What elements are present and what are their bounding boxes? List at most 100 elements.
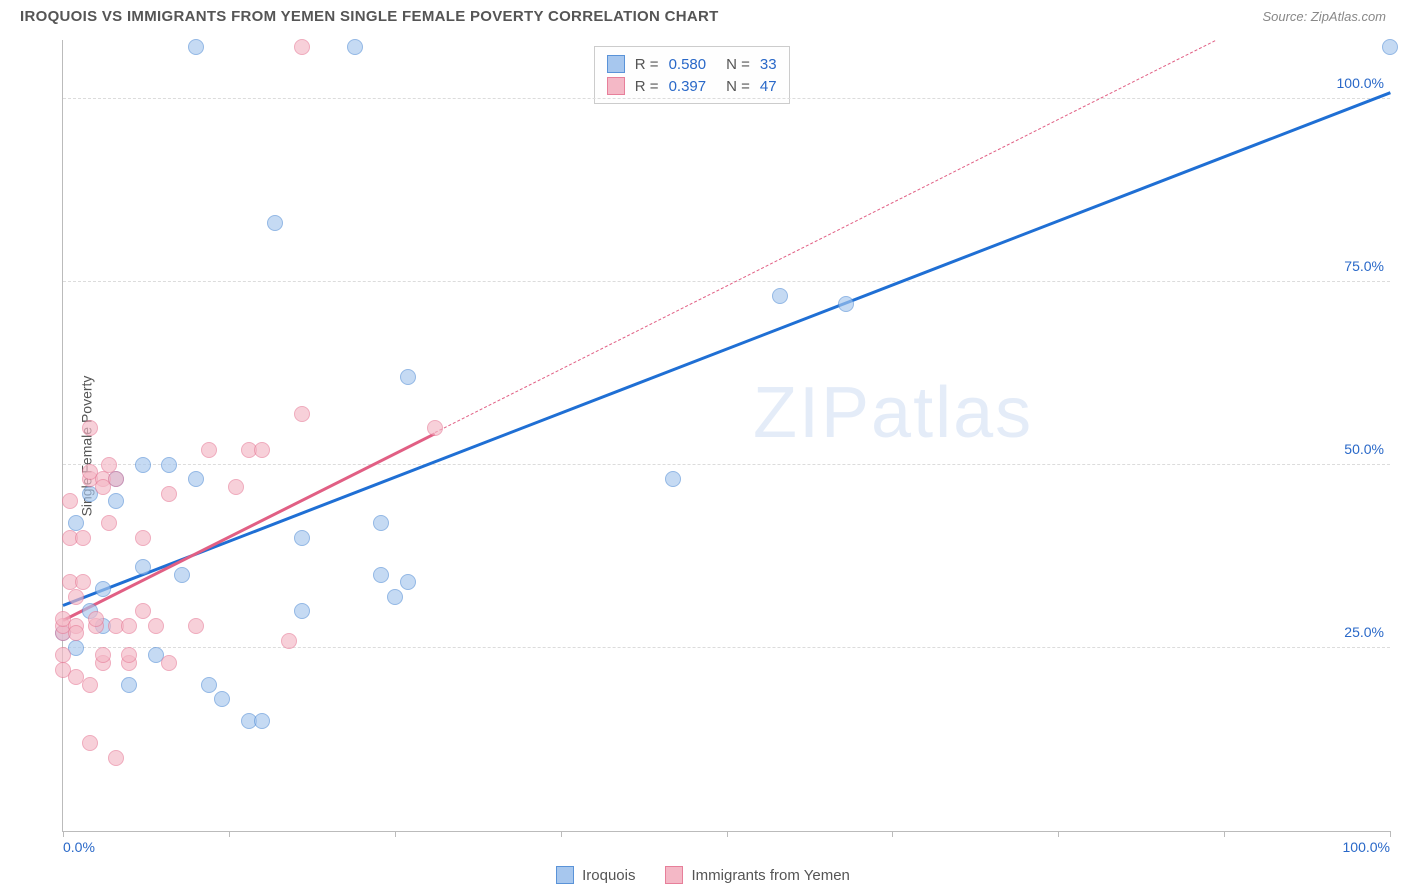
chart-area: Single Female Poverty ZIPatlas R =0.580N… bbox=[20, 40, 1390, 852]
chart-title: IROQUOIS VS IMMIGRANTS FROM YEMEN SINGLE… bbox=[20, 8, 719, 25]
data-point bbox=[161, 486, 177, 502]
data-point bbox=[82, 677, 98, 693]
watermark: ZIPatlas bbox=[753, 372, 1033, 454]
gridline bbox=[63, 647, 1390, 648]
x-tick bbox=[1058, 831, 1059, 837]
data-point bbox=[68, 515, 84, 531]
x-tick-label: 100.0% bbox=[1343, 839, 1390, 855]
data-point bbox=[281, 633, 297, 649]
n-value: 33 bbox=[760, 56, 777, 73]
watermark-light: atlas bbox=[871, 373, 1033, 453]
data-point bbox=[88, 611, 104, 627]
data-point bbox=[82, 735, 98, 751]
data-point bbox=[254, 442, 270, 458]
data-point bbox=[82, 420, 98, 436]
r-value: 0.580 bbox=[669, 56, 707, 73]
data-point bbox=[55, 647, 71, 663]
data-point bbox=[108, 750, 124, 766]
source-attribution: Source: ZipAtlas.com bbox=[1262, 9, 1386, 24]
gridline bbox=[63, 98, 1390, 99]
data-point bbox=[400, 574, 416, 590]
data-point bbox=[1382, 39, 1398, 55]
watermark-bold: ZIP bbox=[753, 373, 871, 453]
data-point bbox=[294, 39, 310, 55]
data-point bbox=[148, 618, 164, 634]
x-tick bbox=[1224, 831, 1225, 837]
x-tick-label: 0.0% bbox=[63, 839, 95, 855]
data-point bbox=[188, 39, 204, 55]
data-point bbox=[267, 215, 283, 231]
legend-swatch bbox=[607, 77, 625, 95]
data-point bbox=[75, 574, 91, 590]
regression-line bbox=[434, 40, 1215, 433]
data-point bbox=[665, 471, 681, 487]
data-point bbox=[201, 442, 217, 458]
series-legend: Iroquois Immigrants from Yemen bbox=[0, 866, 1406, 884]
data-point bbox=[294, 603, 310, 619]
data-point bbox=[427, 420, 443, 436]
data-point bbox=[214, 691, 230, 707]
data-point bbox=[121, 677, 137, 693]
data-point bbox=[68, 589, 84, 605]
x-tick bbox=[892, 831, 893, 837]
data-point bbox=[121, 647, 137, 663]
data-point bbox=[400, 369, 416, 385]
data-point bbox=[294, 406, 310, 422]
data-point bbox=[108, 471, 124, 487]
legend-item: Iroquois bbox=[556, 866, 635, 884]
n-value: 47 bbox=[760, 78, 777, 95]
data-point bbox=[228, 479, 244, 495]
legend-swatch bbox=[607, 55, 625, 73]
y-tick-label: 25.0% bbox=[1344, 624, 1384, 640]
regression-line bbox=[62, 91, 1390, 606]
data-point bbox=[373, 567, 389, 583]
data-point bbox=[201, 677, 217, 693]
data-point bbox=[135, 530, 151, 546]
data-point bbox=[294, 530, 310, 546]
r-label: R = bbox=[635, 78, 659, 95]
data-point bbox=[95, 647, 111, 663]
data-point bbox=[135, 603, 151, 619]
legend-swatch bbox=[665, 866, 683, 884]
x-tick bbox=[395, 831, 396, 837]
correlation-legend: R = 0.580 N = 33 R = 0.397 N = 47 bbox=[594, 46, 790, 104]
n-label: N = bbox=[726, 56, 750, 73]
x-tick bbox=[229, 831, 230, 837]
data-point bbox=[838, 296, 854, 312]
x-tick bbox=[1390, 831, 1391, 837]
data-point bbox=[135, 559, 151, 575]
data-point bbox=[347, 39, 363, 55]
data-point bbox=[161, 457, 177, 473]
data-point bbox=[161, 655, 177, 671]
gridline bbox=[63, 464, 1390, 465]
legend-label: Iroquois bbox=[582, 867, 635, 884]
gridline bbox=[63, 281, 1390, 282]
data-point bbox=[135, 457, 151, 473]
legend-item: Immigrants from Yemen bbox=[665, 866, 849, 884]
data-point bbox=[188, 471, 204, 487]
y-tick-label: 75.0% bbox=[1344, 258, 1384, 274]
data-point bbox=[373, 515, 389, 531]
correlation-row: R = 0.580 N = 33 bbox=[607, 53, 777, 75]
data-point bbox=[101, 457, 117, 473]
r-value: 0.397 bbox=[669, 78, 707, 95]
legend-label: Immigrants from Yemen bbox=[691, 867, 849, 884]
legend-swatch bbox=[556, 866, 574, 884]
x-tick bbox=[727, 831, 728, 837]
data-point bbox=[387, 589, 403, 605]
r-label: R = bbox=[635, 56, 659, 73]
data-point bbox=[108, 493, 124, 509]
data-point bbox=[174, 567, 190, 583]
correlation-row: R = 0.397 N = 47 bbox=[607, 75, 777, 97]
data-point bbox=[254, 713, 270, 729]
y-tick-label: 50.0% bbox=[1344, 441, 1384, 457]
data-point bbox=[101, 515, 117, 531]
data-point bbox=[95, 581, 111, 597]
scatter-plot: ZIPatlas R = 0.580 N = 33 R = 0.397 N = 47 25.0… bbox=[62, 40, 1390, 832]
chart-header: IROQUOIS VS IMMIGRANTS FROM YEMEN SINGLE… bbox=[0, 0, 1406, 29]
data-point bbox=[62, 493, 78, 509]
n-label: N = bbox=[726, 78, 750, 95]
data-point bbox=[188, 618, 204, 634]
x-tick bbox=[63, 831, 64, 837]
data-point bbox=[121, 618, 137, 634]
